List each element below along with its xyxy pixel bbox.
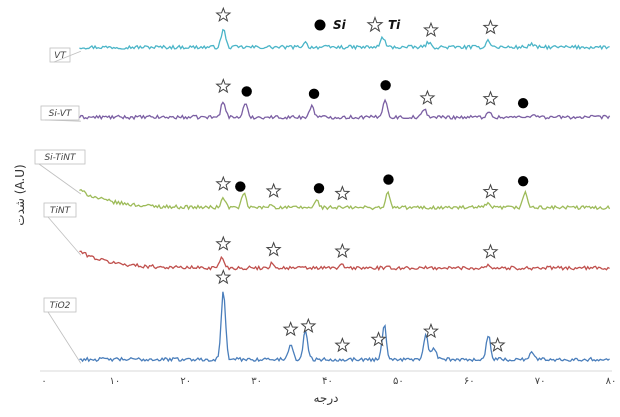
series-line-vt (79, 28, 610, 51)
ti-peak-marker (334, 336, 351, 353)
ti-peak-marker (370, 331, 387, 347)
legend-si-marker (314, 19, 326, 31)
series-label-leader (53, 50, 82, 63)
ti-peak-marker (334, 242, 351, 259)
series-label-leader (47, 216, 82, 256)
x-tick-label: ۴۰ (322, 376, 333, 387)
si-peak-marker (380, 80, 391, 91)
x-axis-title: درجه (314, 391, 339, 406)
x-tick-label: ۳۰ (251, 376, 262, 387)
si-peak-marker (308, 88, 320, 100)
si-peak-marker (235, 181, 246, 192)
ti-peak-marker (489, 336, 506, 352)
ti-peak-marker (282, 320, 299, 337)
series-label-si-tint: Si-TiNT (44, 153, 77, 163)
ti-peak-marker (482, 90, 499, 106)
si-peak-marker (241, 86, 252, 97)
x-tick-label: ۰ (41, 376, 46, 387)
series-label-leader (44, 119, 81, 122)
ti-peak-marker (300, 317, 317, 333)
x-tick-label: ۷۰ (535, 376, 546, 387)
series-label-box (34, 149, 86, 165)
si-peak-marker (383, 174, 394, 185)
series-label-box (49, 47, 71, 63)
series-line-tint (79, 250, 610, 272)
series-line-si-tint (79, 188, 611, 211)
series-label-leader (38, 163, 82, 195)
ti-peak-marker (422, 322, 439, 339)
legend: Si Ti (314, 15, 401, 33)
x-tick-label: ۱۰ (110, 376, 121, 387)
x-tick-label: ۶۰ (464, 376, 475, 387)
series-line-tio2 (79, 291, 610, 363)
ti-peak-marker (215, 77, 232, 94)
y-axis-title: شدت (A.U) (13, 164, 27, 225)
x-tick-label: ۸۰ (606, 376, 617, 387)
series-label-box (40, 105, 80, 121)
si-peak-marker (517, 97, 529, 109)
legend-si-label: Si (333, 18, 347, 32)
ti-peak-marker (265, 241, 282, 257)
series-label-box (43, 202, 77, 218)
ti-peak-marker (215, 175, 232, 191)
ti-peak-marker (482, 19, 499, 35)
series-label-leader (47, 311, 82, 364)
series-label-box (43, 297, 77, 313)
ti-peak-marker (265, 182, 282, 198)
x-tick-label: ۲۰ (180, 376, 191, 387)
x-tick-label: ۵۰ (393, 376, 404, 387)
ti-peak-marker (482, 183, 499, 199)
series-label-vt: VT (54, 51, 67, 61)
ti-peak-marker (334, 185, 351, 201)
legend-ti-marker (366, 15, 384, 33)
series-label-tio2: TiO2 (50, 301, 71, 311)
series-label-si-vt: Si-VT (49, 109, 73, 119)
ti-peak-marker (482, 243, 499, 259)
ti-peak-marker (419, 89, 436, 105)
ti-peak-marker (215, 6, 232, 23)
series-label-tint: TiNT (50, 206, 72, 216)
si-peak-marker (517, 175, 529, 187)
legend-ti-label: Ti (388, 18, 401, 32)
series-line-si-vt (78, 98, 611, 121)
ti-peak-marker (422, 21, 439, 37)
ti-peak-marker (215, 235, 232, 251)
ti-peak-marker (215, 268, 232, 285)
si-peak-marker (313, 183, 325, 194)
